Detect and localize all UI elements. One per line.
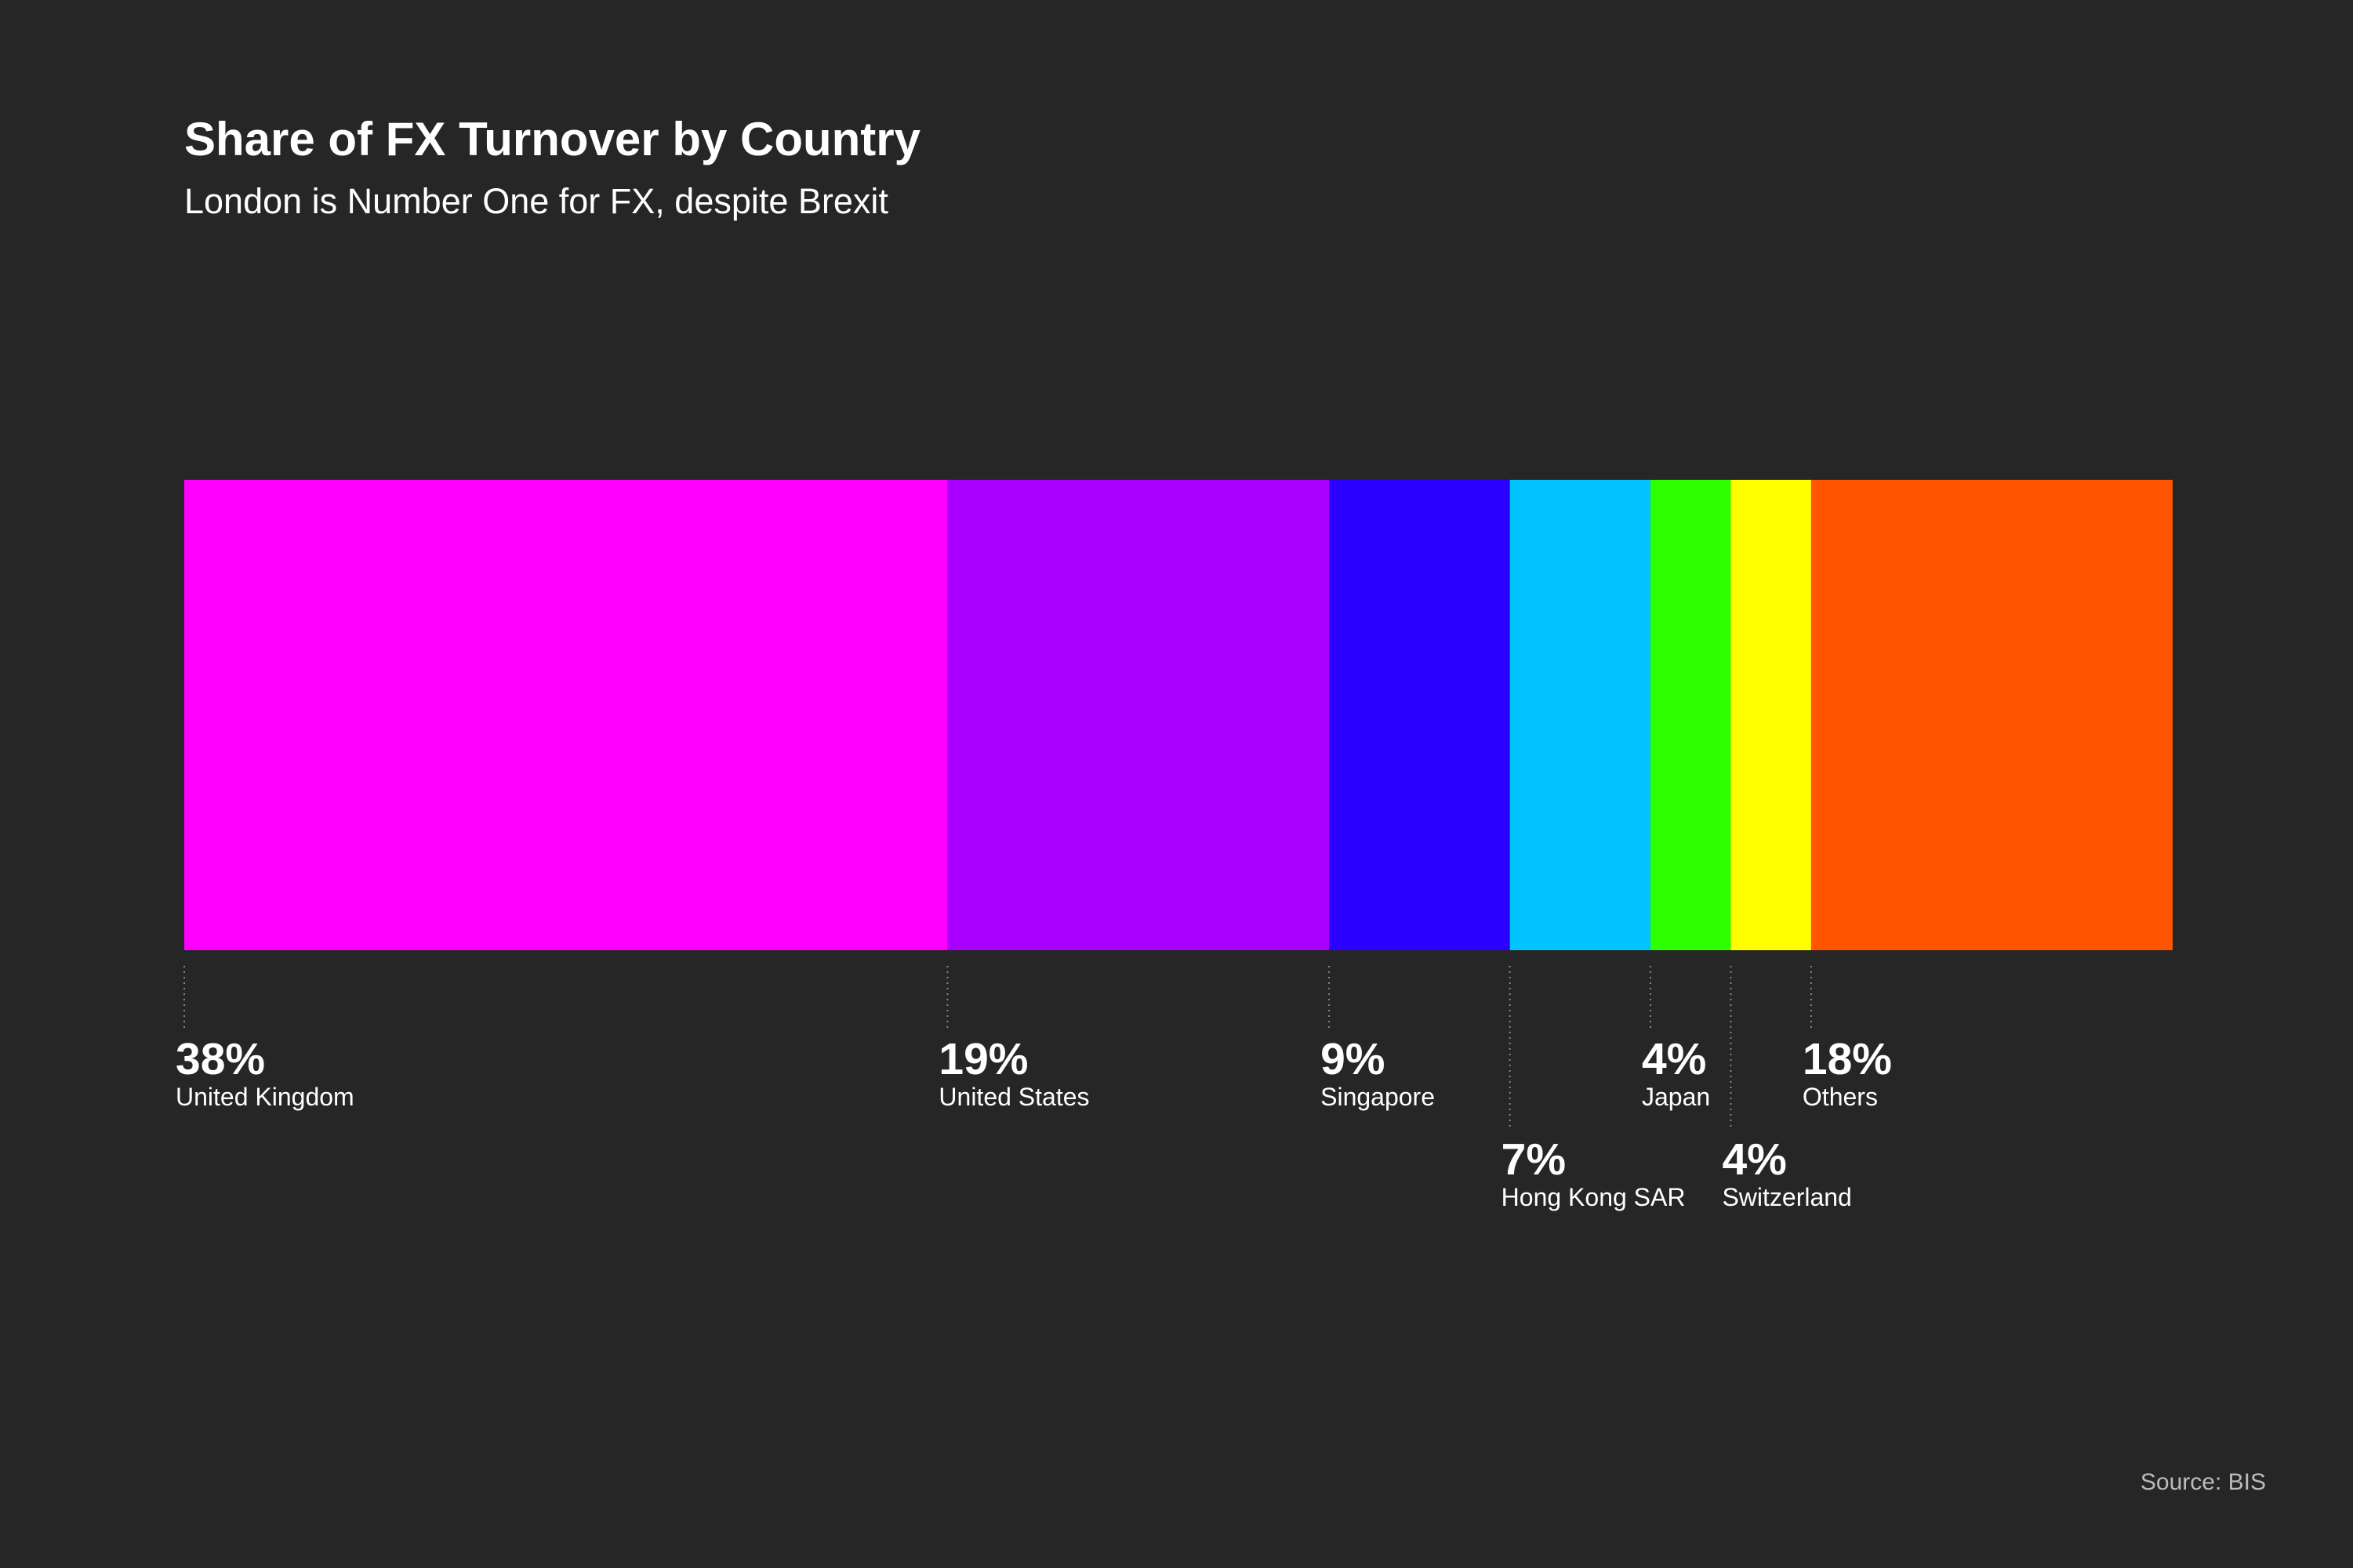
bar-segment (1730, 480, 1811, 950)
category-label: Japan (1642, 1083, 1710, 1111)
category-label: Others (1803, 1083, 1878, 1111)
bar-segment (947, 480, 1330, 950)
category-label: Hong Kong SAR (1501, 1183, 1686, 1211)
value-label: 4% (1642, 1034, 1706, 1084)
source: Source: BIS (2141, 1469, 2266, 1495)
chart-title: Share of FX Turnover by Country (184, 113, 921, 165)
value-label: 18% (1803, 1034, 1892, 1084)
category-label: Singapore (1320, 1083, 1435, 1111)
bar-segment (184, 480, 948, 950)
category-label: Switzerland (1722, 1183, 1851, 1211)
bar-segment (1810, 480, 2173, 950)
value-label: 4% (1722, 1134, 1786, 1185)
value-label: 38% (176, 1034, 265, 1084)
category-label: United States (939, 1083, 1089, 1111)
value-label: 19% (939, 1034, 1028, 1084)
bar-segment (1650, 480, 1731, 950)
category-label: United Kingdom (176, 1083, 354, 1111)
chart-subtitle: London is Number One for FX, despite Bre… (184, 181, 888, 221)
value-label: 7% (1501, 1134, 1566, 1185)
bar-segment (1509, 480, 1650, 950)
value-label: 9% (1320, 1034, 1385, 1084)
bar-segment (1329, 480, 1510, 950)
